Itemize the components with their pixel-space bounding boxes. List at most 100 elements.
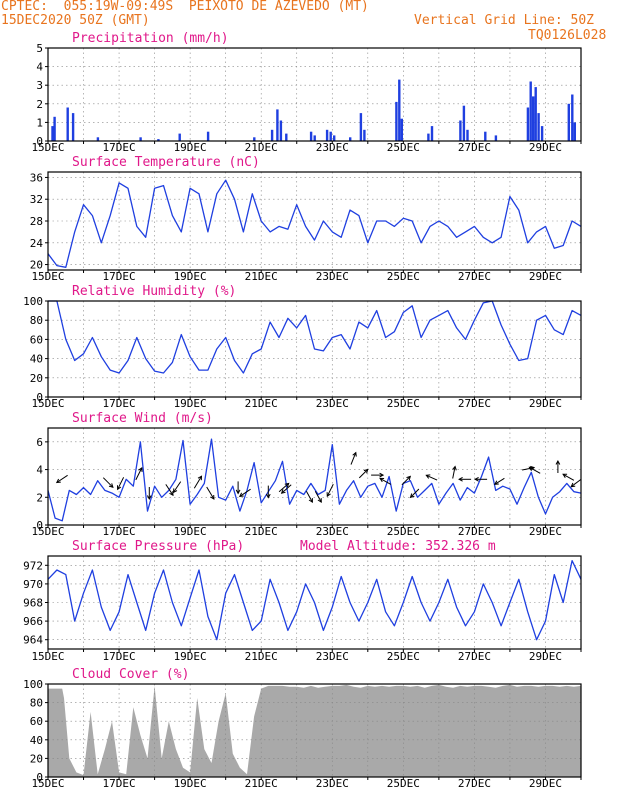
panel-1-precip-bar [459, 120, 462, 141]
panel-4-wind-arrow [570, 479, 582, 488]
panel-4-frame [47, 427, 582, 526]
panel-4-ytick-label: 2 [36, 491, 43, 504]
panel-1-ytick-label: 4 [36, 61, 43, 74]
header-line3-right: TQ0126L028 [528, 28, 607, 43]
panel-1-precip-bar [53, 116, 56, 141]
panel-4-wind-arrowhead [493, 480, 499, 485]
panel-6-ytick-label: 80 [30, 697, 43, 710]
panel-4-wind-arrow [102, 477, 114, 488]
panel-2-xtick-label: 23DEC [316, 270, 349, 283]
panel-1-precip-bar [571, 94, 574, 141]
panel-3-ytick-label: 60 [30, 333, 43, 346]
panel-1-precip-bar [157, 139, 160, 141]
panel-4-wind-arrow [314, 491, 322, 503]
panel-4-wind-arrowhead [117, 485, 122, 491]
panel-4-wind-arrow [401, 476, 411, 486]
panel-4-wind-arrow [350, 452, 357, 465]
panel-4-wind-arrowhead [169, 491, 174, 497]
panel-1-ytick-label: 1 [36, 116, 43, 129]
panel-2-xtick-label: 21DEC [245, 270, 278, 283]
panel-4-wind-arrow [410, 488, 420, 498]
panel-3-xtick-label: 25DEC [387, 397, 420, 410]
panel-2-xtick-label: 29DEC [529, 270, 562, 283]
panel-4-wind-arrow [494, 477, 505, 485]
panel-1-precip-bar [66, 107, 69, 141]
panel-4-wind-arrowhead [210, 494, 215, 500]
panel-4-title: Surface Wind (m/s) [72, 411, 213, 426]
panel-4-ytick-label: 0 [36, 519, 43, 532]
panel-1-precip-bar [325, 129, 329, 141]
panel-4-wind-arrowhead [425, 474, 431, 479]
panel-4-wind-arrow [326, 483, 334, 497]
panel-4-wind-arrow [305, 491, 313, 503]
panel-3-ytick-label: 80 [30, 314, 43, 327]
panel-4-wind-arrowhead [326, 492, 331, 498]
panel-4-xtick-label: 27DEC [458, 525, 491, 538]
panel-6-ytick-label: 40 [30, 734, 43, 747]
panel-4-wind-arrowhead [452, 465, 457, 471]
panel-3-xtick-label: 29DEC [529, 397, 562, 410]
panel-2-title: Surface Temperature (nC) [72, 155, 260, 170]
header-line1-left: CPTEC: 055:19W-09:49S PEIXOTO DE AZEVEDO… [1, 0, 369, 14]
panel-1-precip-bar [484, 131, 487, 141]
panel-4-wind-arrowhead [474, 476, 479, 482]
panel-3-xtick-label: 19DEC [174, 397, 207, 410]
panel-1-precip-bar [529, 81, 532, 141]
panel-4-wind-arrowhead [197, 475, 203, 481]
panel-5-xtick-label: 25DEC [387, 650, 420, 663]
panel-3-ytick-label: 20 [30, 372, 43, 385]
panel-1-xtick-label: 23DEC [316, 141, 349, 154]
panel-2-series-line [47, 179, 582, 268]
panel-1-precip-bar [329, 131, 332, 141]
panel-1-precip-bar [279, 120, 283, 141]
panel-1-precip-bar [178, 133, 181, 141]
panel-1-xtick-label: 15DEC [31, 141, 64, 154]
panel-4-xtick-label: 23DEC [316, 525, 349, 538]
panel-1-precip-bar [139, 137, 142, 141]
panel-4-wind-arrow [522, 467, 535, 471]
panel-3-xtick-label: 21DEC [245, 397, 278, 410]
panel-4-xtick-label: 19DEC [174, 525, 207, 538]
panel-1-precip-bar [573, 122, 576, 141]
panel-1-precip-bar [532, 96, 535, 141]
panel-1-title: Precipitation (mm/h) [72, 31, 229, 46]
panel-4-xtick-label: 15DEC [31, 525, 64, 538]
panel-6-frame [47, 683, 582, 778]
panel-1-xtick-label: 27DEC [458, 141, 491, 154]
panel-1-precip-bar [206, 131, 210, 141]
panel-4-wind-arrowhead [108, 483, 114, 489]
panel-1-xtick-label: 25DEC [387, 141, 420, 154]
panel-6-ytick-label: 60 [30, 715, 43, 728]
panel-2-xtick-label: 17DEC [103, 270, 136, 283]
panel-1-precip-bar [494, 135, 498, 141]
panel-4-ytick-label: 4 [36, 464, 43, 477]
panel-6-xtick-label: 19DEC [174, 777, 207, 790]
panel-6-xtick-label: 17DEC [103, 777, 136, 790]
panel-2-xtick-label: 15DEC [31, 270, 64, 283]
panel-4-wind-arrowhead [379, 472, 385, 478]
panel-2-ytick-label: 32 [30, 193, 43, 206]
panel-1-xtick-label: 19DEC [174, 141, 207, 154]
panel-1-precip-bar [400, 118, 403, 141]
panel-4-wind-arrow [452, 466, 456, 479]
panel-6-xtick-label: 25DEC [387, 777, 420, 790]
panel-4-series-line [47, 438, 582, 522]
panel-5-ytick-label: 968 [23, 597, 43, 610]
panel-1-precip-bar [270, 129, 274, 141]
panel-4-wind-arrowhead [570, 482, 576, 488]
panel-3-ytick-label: 100 [23, 295, 43, 308]
panel-4-wind-arrowhead [172, 488, 178, 494]
panel-6-ytick-label: 20 [30, 752, 43, 765]
panel-2-xtick-label: 19DEC [174, 270, 207, 283]
panel-1-precip-bar [71, 113, 75, 141]
panel-4-wind-arrowhead [238, 492, 244, 497]
panel-2-xtick-label: 27DEC [458, 270, 491, 283]
panel-4-ytick-label: 6 [36, 436, 43, 449]
panel-1-precip-bar [540, 126, 544, 141]
panel-4-wind-arrowhead [363, 468, 369, 474]
panel-1-precip-bar [427, 133, 430, 141]
panel-4-wind-arrow [358, 469, 369, 479]
panel-4-wind-arrow [239, 488, 251, 497]
panel-1-precip-bar [466, 129, 469, 141]
